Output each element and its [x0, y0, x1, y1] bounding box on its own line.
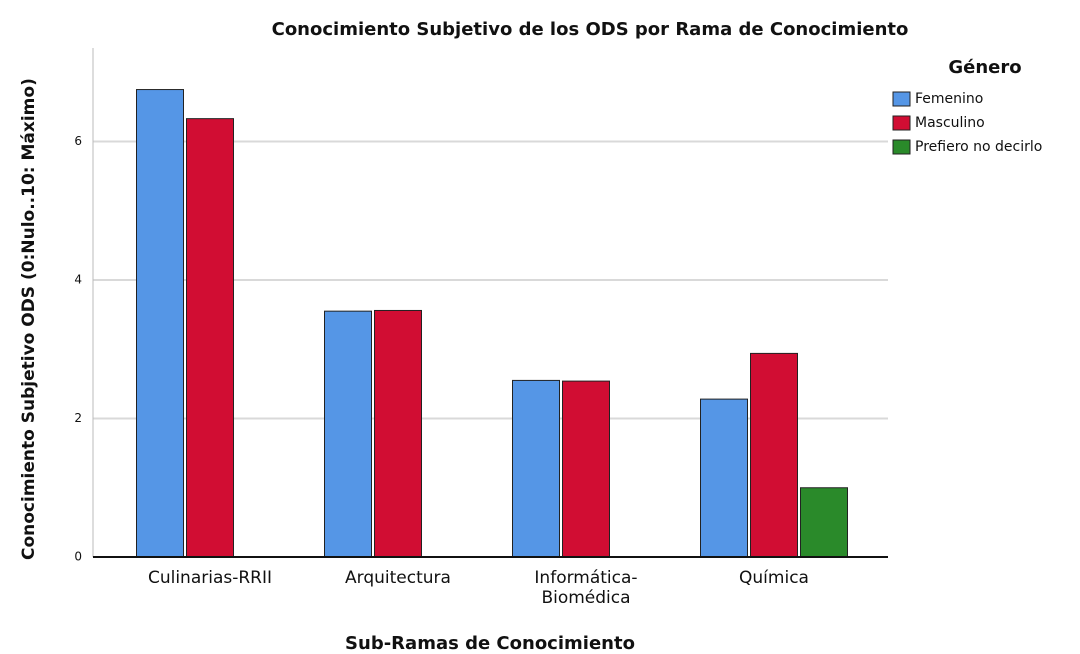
bar — [562, 380, 610, 558]
bar — [136, 89, 184, 558]
y-tick-label: 4 — [74, 272, 82, 286]
legend-label: Prefiero no decirlo — [915, 139, 1042, 155]
legend-title: Género — [948, 57, 1021, 78]
legend-swatch — [892, 115, 911, 131]
x-tick-label: Química — [739, 568, 809, 588]
x-tick-label: Arquitectura — [345, 568, 451, 588]
legend-label: Masculino — [915, 115, 985, 131]
bar — [700, 398, 748, 558]
legend-swatch — [892, 139, 911, 155]
bar — [374, 309, 422, 558]
x-tick-label: Culinarias-RRII — [147, 568, 273, 588]
bar — [324, 310, 372, 558]
bar — [512, 379, 560, 558]
y-tick-label: 0 — [74, 550, 82, 564]
legend-label: Femenino — [915, 91, 983, 107]
chart-title: Conocimiento Subjetivo de los ODS por Ra… — [272, 19, 909, 40]
y-tick-label: 6 — [74, 134, 82, 148]
bar — [186, 118, 234, 558]
bar — [750, 352, 798, 558]
x-tick-label: Informática-Biomédica — [534, 568, 638, 608]
y-axis-label: Conocimiento Subjetivo ODS (0:Nulo..10: … — [19, 78, 39, 560]
legend-swatch — [892, 91, 911, 107]
y-tick-label: 2 — [74, 411, 82, 425]
x-axis-label: Sub-Ramas de Conocimiento — [345, 633, 635, 654]
bar — [800, 487, 848, 558]
